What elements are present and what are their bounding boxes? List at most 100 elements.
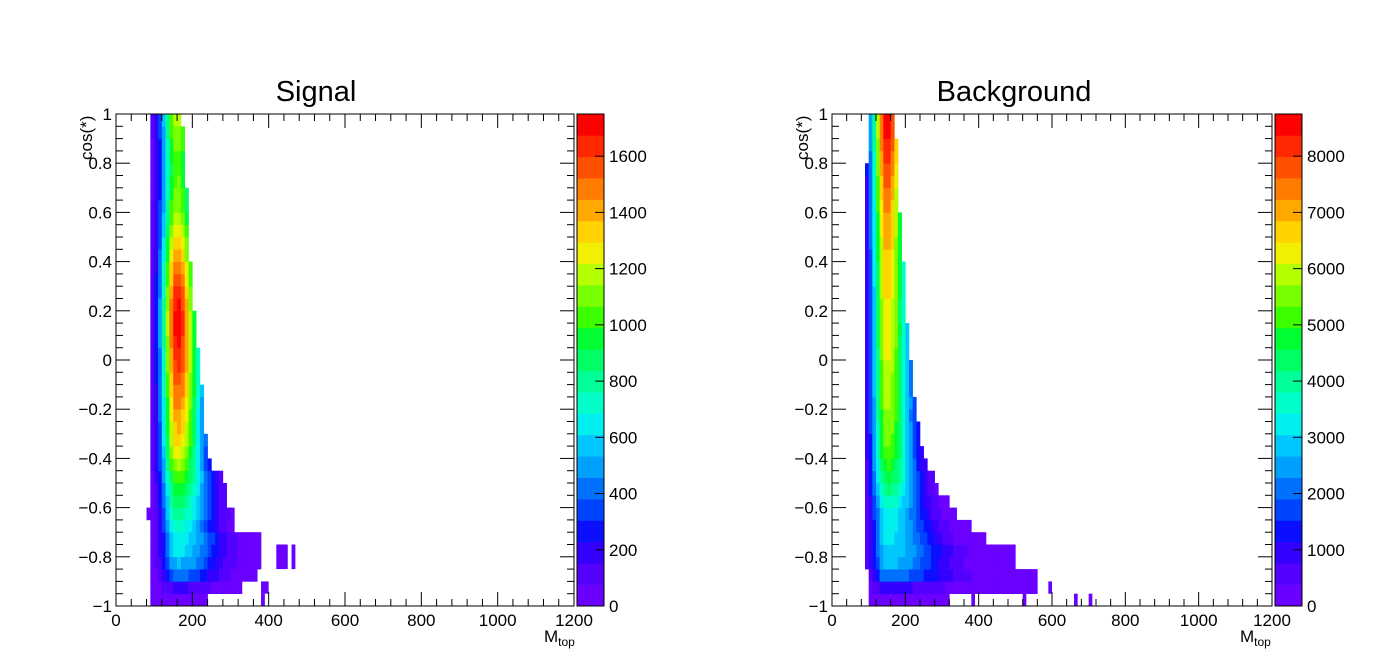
histogram-cell [894, 470, 899, 484]
histogram-cell [157, 187, 163, 201]
z-tick-label: 1600 [609, 147, 647, 166]
histogram-cell [960, 519, 965, 533]
histogram-cell [934, 593, 939, 607]
histogram-cell [879, 470, 884, 484]
histogram-cell [890, 187, 895, 201]
histogram-cell [192, 310, 197, 324]
histogram-cell [157, 409, 163, 422]
histogram-cell [898, 249, 902, 262]
y-tick-label: 1 [103, 105, 112, 124]
histogram-cell [890, 433, 895, 447]
histogram-cell [934, 519, 939, 533]
histogram-cell [894, 261, 899, 275]
histogram-cell [180, 446, 185, 459]
histogram-cell [161, 347, 166, 361]
histogram-cell [883, 421, 888, 435]
histogram-cell [883, 310, 888, 324]
histogram-cell [949, 544, 954, 558]
histogram-cell [890, 483, 895, 496]
histogram-cell [196, 347, 201, 361]
histogram-cell [909, 433, 913, 447]
x-axis-label-sub: top [1254, 635, 1271, 649]
histogram-cell [161, 409, 166, 422]
palette-cell [1275, 135, 1302, 158]
histogram-cell [887, 507, 891, 521]
histogram-cell [905, 556, 910, 570]
histogram-cell [245, 544, 250, 558]
histogram-cell [199, 519, 205, 533]
x-axis: 0 200 400 600 800 1000 1200 [827, 114, 1291, 630]
histogram-cell [923, 495, 928, 508]
z-tick-label: 0 [609, 597, 618, 616]
histogram-cell [177, 433, 182, 447]
histogram-cell [230, 507, 235, 521]
histogram-cell [180, 495, 185, 508]
histogram-cell [157, 544, 163, 558]
z-tick-label: 1000 [1307, 541, 1345, 560]
y-tick-label: 0.6 [88, 203, 112, 222]
histogram-cell [184, 273, 189, 287]
histogram-cell [971, 544, 976, 558]
histogram-cell [177, 347, 182, 361]
histogram-cell [872, 458, 877, 471]
histogram-cell [188, 569, 193, 582]
histogram-cell [993, 556, 998, 570]
histogram-cell [887, 581, 891, 594]
histogram-cell [879, 581, 884, 594]
histogram-cell [879, 187, 884, 201]
x-tick-label: 200 [891, 611, 919, 630]
histogram-cell [180, 458, 185, 471]
histogram-cell [960, 581, 965, 594]
histogram-cell [876, 187, 880, 201]
histogram-cell [982, 544, 987, 558]
histogram-cell [173, 360, 178, 373]
histogram-cell [1004, 569, 1009, 582]
histogram-cell [879, 335, 884, 348]
histogram-cell [219, 483, 224, 496]
histogram-cell [942, 519, 946, 533]
histogram-cell [173, 409, 178, 422]
histogram-cell [161, 507, 166, 521]
histogram-cell [887, 126, 891, 139]
histogram-cell [234, 569, 242, 582]
histogram-cell [868, 421, 873, 435]
histogram-cell [253, 569, 258, 582]
histogram-cell [173, 581, 178, 594]
histogram-cell [177, 187, 182, 201]
histogram-cell [150, 372, 155, 385]
histogram-cell [912, 421, 917, 435]
histogram-cell [207, 556, 212, 570]
histogram-cell [177, 593, 182, 607]
histogram-cell [905, 372, 910, 385]
histogram-cell [177, 126, 182, 139]
palette-cell [577, 199, 604, 222]
histogram-cell [879, 310, 884, 324]
histogram-cell [188, 556, 193, 570]
histogram-cell [157, 323, 163, 336]
histogram-cell [945, 569, 950, 582]
histogram-cell [184, 323, 189, 336]
histogram-cell [1000, 556, 1005, 570]
histogram-cell [890, 384, 895, 398]
y-tick-label: −0.4 [78, 449, 112, 468]
histogram-cell [165, 507, 170, 521]
histogram-cell [883, 347, 888, 361]
histogram-cell [898, 261, 902, 275]
histogram-cell [916, 569, 921, 582]
histogram-cell [150, 446, 155, 459]
histogram-cell [234, 544, 239, 558]
histogram-cell [912, 556, 917, 570]
histogram-cell [192, 421, 197, 435]
histogram-cell [165, 396, 170, 410]
histogram-cell [879, 433, 884, 447]
histogram-cell [173, 446, 178, 459]
histogram-cell [883, 532, 888, 545]
histogram-cell [901, 384, 906, 398]
histogram-cell [927, 532, 932, 545]
histogram-cell [184, 200, 189, 213]
histogram-cell [188, 298, 193, 312]
histogram-cell [1074, 593, 1078, 606]
histogram-cell [161, 495, 166, 508]
histogram-cell [883, 273, 888, 287]
